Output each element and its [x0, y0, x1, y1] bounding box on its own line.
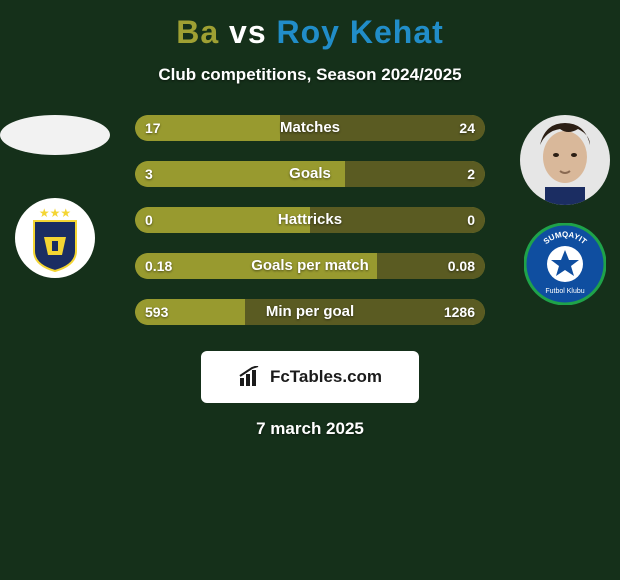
bar-value-right: 0.08: [438, 253, 485, 279]
bar-chart-icon: [238, 366, 264, 388]
bar-label: Matches: [135, 115, 485, 141]
svg-text:Futbol Klubu: Futbol Klubu: [545, 288, 584, 295]
bar-label: Hattricks: [135, 207, 485, 233]
player1-avatar: [0, 115, 110, 155]
stat-row: Min per goal593 1286: [135, 299, 485, 325]
bar-label: Min per goal: [135, 299, 485, 325]
stat-row: Matches17 24: [135, 115, 485, 141]
right-player-column: SUMQAYIT Futbol Klubu: [510, 115, 620, 305]
bar-label: Goals: [135, 161, 485, 187]
bar-value-right: 24: [449, 115, 485, 141]
left-player-column: ★★★: [0, 115, 110, 279]
title-player2: Roy Kehat: [277, 14, 444, 50]
bar-value-left: 593: [135, 299, 178, 325]
player1-club-badge: ★★★: [14, 197, 96, 279]
player2-avatar: [520, 115, 610, 205]
date-text: 7 march 2025: [0, 419, 620, 439]
stat-bars: Matches17 24 Goals3 2 Hattricks0 0 Goals per m…: [135, 115, 485, 325]
bar-label: Goals per match: [135, 253, 485, 279]
bar-value-right: 0: [457, 207, 485, 233]
bar-value-left: 3: [135, 161, 163, 187]
logo-text: FcTables.com: [270, 367, 382, 387]
title-vs: vs: [229, 14, 267, 50]
bar-value-left: 0: [135, 207, 163, 233]
stat-row: Hattricks0 0: [135, 207, 485, 233]
comparison-card: Ba vs Roy Kehat Club competitions, Seaso…: [0, 0, 620, 580]
club2-crest-icon: SUMQAYIT Futbol Klubu: [524, 223, 606, 305]
page-title: Ba vs Roy Kehat: [0, 14, 620, 51]
svg-text:★★★: ★★★: [39, 206, 71, 220]
subtitle: Club competitions, Season 2024/2025: [0, 65, 620, 85]
bar-value-right: 1286: [434, 299, 485, 325]
stat-row: Goals per match0.18 0.08: [135, 253, 485, 279]
bar-value-right: 2: [457, 161, 485, 187]
player2-portrait-icon: [520, 115, 610, 205]
bar-value-left: 17: [135, 115, 171, 141]
stats-area: ★★★: [0, 115, 620, 325]
title-player1: Ba: [176, 14, 219, 50]
bar-value-left: 0.18: [135, 253, 182, 279]
fctables-logo[interactable]: FcTables.com: [201, 351, 419, 403]
club1-crest-icon: ★★★: [14, 197, 96, 279]
stat-row: Goals3 2: [135, 161, 485, 187]
player2-club-badge: SUMQAYIT Futbol Klubu: [524, 223, 606, 305]
